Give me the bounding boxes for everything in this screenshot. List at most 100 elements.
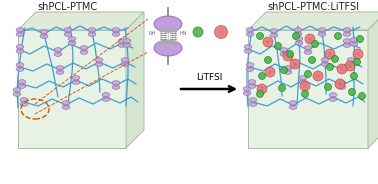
Ellipse shape bbox=[118, 43, 126, 47]
Ellipse shape bbox=[16, 28, 24, 32]
Ellipse shape bbox=[358, 93, 366, 100]
Ellipse shape bbox=[290, 59, 300, 69]
Ellipse shape bbox=[68, 41, 76, 45]
Ellipse shape bbox=[154, 40, 182, 56]
Ellipse shape bbox=[329, 97, 337, 101]
Ellipse shape bbox=[343, 32, 351, 36]
Ellipse shape bbox=[300, 81, 310, 91]
Ellipse shape bbox=[270, 29, 278, 33]
Ellipse shape bbox=[246, 28, 254, 32]
Ellipse shape bbox=[243, 87, 251, 91]
Ellipse shape bbox=[289, 105, 297, 109]
Ellipse shape bbox=[102, 93, 110, 97]
Ellipse shape bbox=[294, 32, 302, 36]
Ellipse shape bbox=[64, 32, 72, 36]
Ellipse shape bbox=[349, 89, 355, 95]
Ellipse shape bbox=[280, 48, 288, 52]
Ellipse shape bbox=[305, 34, 315, 44]
Polygon shape bbox=[248, 30, 368, 148]
Ellipse shape bbox=[248, 80, 256, 84]
Ellipse shape bbox=[325, 49, 335, 59]
Ellipse shape bbox=[16, 45, 24, 49]
Ellipse shape bbox=[193, 27, 203, 37]
Ellipse shape bbox=[259, 72, 265, 79]
Ellipse shape bbox=[20, 102, 28, 106]
Ellipse shape bbox=[16, 67, 24, 71]
Ellipse shape bbox=[154, 16, 182, 32]
Ellipse shape bbox=[244, 45, 252, 49]
Ellipse shape bbox=[257, 91, 263, 98]
Ellipse shape bbox=[343, 43, 351, 47]
Polygon shape bbox=[18, 30, 126, 148]
Polygon shape bbox=[248, 12, 378, 30]
Text: NH: NH bbox=[149, 31, 156, 36]
Ellipse shape bbox=[327, 63, 333, 70]
Ellipse shape bbox=[249, 98, 257, 102]
Ellipse shape bbox=[16, 49, 24, 53]
Ellipse shape bbox=[343, 39, 351, 43]
Ellipse shape bbox=[305, 70, 311, 77]
Ellipse shape bbox=[265, 67, 275, 77]
Ellipse shape bbox=[112, 81, 120, 85]
Ellipse shape bbox=[246, 32, 254, 36]
Ellipse shape bbox=[123, 39, 131, 43]
Ellipse shape bbox=[56, 70, 64, 74]
Ellipse shape bbox=[321, 62, 329, 66]
Ellipse shape bbox=[246, 67, 254, 71]
Ellipse shape bbox=[338, 81, 346, 85]
Ellipse shape bbox=[40, 34, 48, 38]
Ellipse shape bbox=[246, 63, 254, 67]
Ellipse shape bbox=[299, 76, 307, 80]
Ellipse shape bbox=[263, 37, 273, 47]
Ellipse shape bbox=[13, 88, 21, 92]
Ellipse shape bbox=[318, 32, 326, 36]
Ellipse shape bbox=[356, 36, 364, 43]
Ellipse shape bbox=[243, 91, 251, 95]
Ellipse shape bbox=[118, 39, 126, 43]
Ellipse shape bbox=[102, 97, 110, 101]
Ellipse shape bbox=[112, 32, 120, 36]
Ellipse shape bbox=[279, 84, 285, 91]
Ellipse shape bbox=[20, 98, 28, 102]
Text: HN: HN bbox=[180, 31, 187, 36]
Ellipse shape bbox=[338, 85, 346, 89]
Ellipse shape bbox=[72, 76, 80, 80]
Ellipse shape bbox=[244, 49, 252, 53]
Ellipse shape bbox=[304, 50, 312, 54]
Ellipse shape bbox=[321, 58, 329, 62]
Ellipse shape bbox=[18, 80, 26, 84]
Ellipse shape bbox=[318, 28, 326, 32]
Ellipse shape bbox=[293, 33, 299, 40]
Ellipse shape bbox=[88, 32, 96, 36]
Ellipse shape bbox=[283, 51, 293, 61]
Ellipse shape bbox=[345, 61, 355, 71]
Ellipse shape bbox=[299, 80, 307, 84]
Ellipse shape bbox=[257, 84, 267, 94]
Ellipse shape bbox=[257, 33, 263, 40]
Ellipse shape bbox=[16, 32, 24, 36]
Ellipse shape bbox=[343, 28, 351, 32]
Ellipse shape bbox=[112, 85, 120, 89]
Ellipse shape bbox=[40, 30, 48, 34]
Ellipse shape bbox=[347, 58, 355, 62]
Ellipse shape bbox=[248, 84, 256, 88]
Ellipse shape bbox=[249, 102, 257, 106]
Ellipse shape bbox=[18, 84, 26, 88]
Ellipse shape bbox=[274, 43, 282, 49]
Ellipse shape bbox=[54, 48, 62, 52]
Ellipse shape bbox=[270, 33, 278, 37]
Ellipse shape bbox=[280, 52, 288, 56]
Ellipse shape bbox=[95, 58, 103, 62]
Ellipse shape bbox=[332, 56, 339, 63]
Text: LiTFSI: LiTFSI bbox=[196, 73, 222, 82]
Ellipse shape bbox=[294, 28, 302, 32]
Ellipse shape bbox=[72, 80, 80, 84]
Ellipse shape bbox=[295, 41, 303, 45]
Ellipse shape bbox=[80, 46, 88, 50]
Ellipse shape bbox=[313, 71, 323, 81]
Ellipse shape bbox=[304, 46, 312, 50]
Ellipse shape bbox=[121, 62, 129, 66]
Ellipse shape bbox=[68, 37, 76, 41]
Ellipse shape bbox=[350, 72, 358, 79]
Ellipse shape bbox=[347, 62, 355, 66]
